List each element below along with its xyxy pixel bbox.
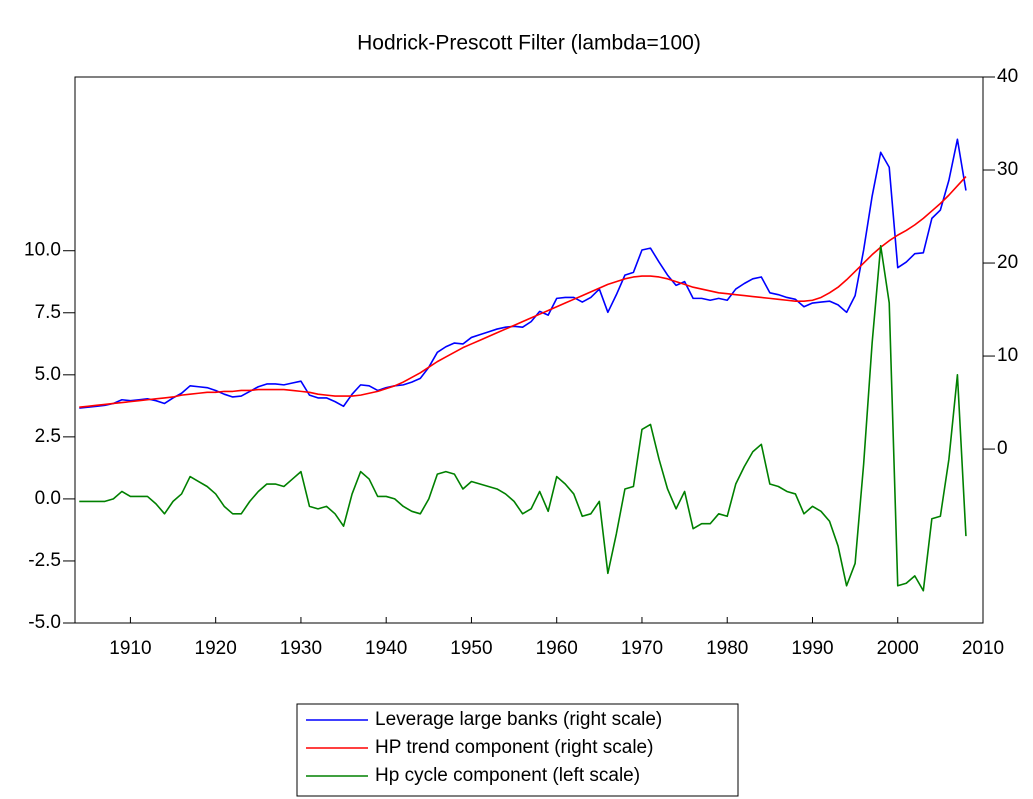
y-tick-label: 5.0	[35, 364, 61, 385]
y-tick-label: 7.5	[35, 302, 61, 323]
x-tick-label: 1920	[195, 638, 237, 659]
y-tick-label: -2.5	[28, 550, 61, 571]
legend-label: Leverage large banks (right scale)	[375, 709, 662, 730]
y2-tick-label: 40	[997, 66, 1018, 87]
y2-tick-label: 0	[997, 438, 1008, 459]
x-tick-label: 1950	[450, 638, 492, 659]
legend-label: Hp cycle component (left scale)	[375, 765, 640, 786]
x-tick-label: 1960	[536, 638, 578, 659]
x-tick-label: 1910	[109, 638, 151, 659]
x-tick-label: 2000	[877, 638, 919, 659]
series-line	[79, 138, 967, 409]
x-tick-label: 1940	[365, 638, 407, 659]
y-tick-label: 0.0	[35, 488, 61, 509]
y-tick-label: 2.5	[35, 426, 61, 447]
series-line	[79, 244, 967, 592]
legend-label: HP trend component (right scale)	[375, 737, 653, 758]
legend-box	[296, 703, 739, 797]
x-tick-label: 2010	[962, 638, 1004, 659]
x-tick-label: 1930	[280, 638, 322, 659]
y2-tick-label: 20	[997, 252, 1018, 273]
x-tick-label: 1970	[621, 638, 663, 659]
x-tick-label: 1980	[706, 638, 748, 659]
y2-tick-label: 30	[997, 159, 1018, 180]
y-tick-label: -5.0	[28, 612, 61, 633]
y2-tick-label: 10	[997, 345, 1018, 366]
plot-frame	[74, 76, 984, 624]
x-tick-label: 1990	[791, 638, 833, 659]
chart-title: Hodrick-Prescott Filter (lambda=100)	[357, 32, 701, 55]
y-tick-label: 10.0	[24, 240, 61, 261]
series-line	[79, 175, 967, 408]
